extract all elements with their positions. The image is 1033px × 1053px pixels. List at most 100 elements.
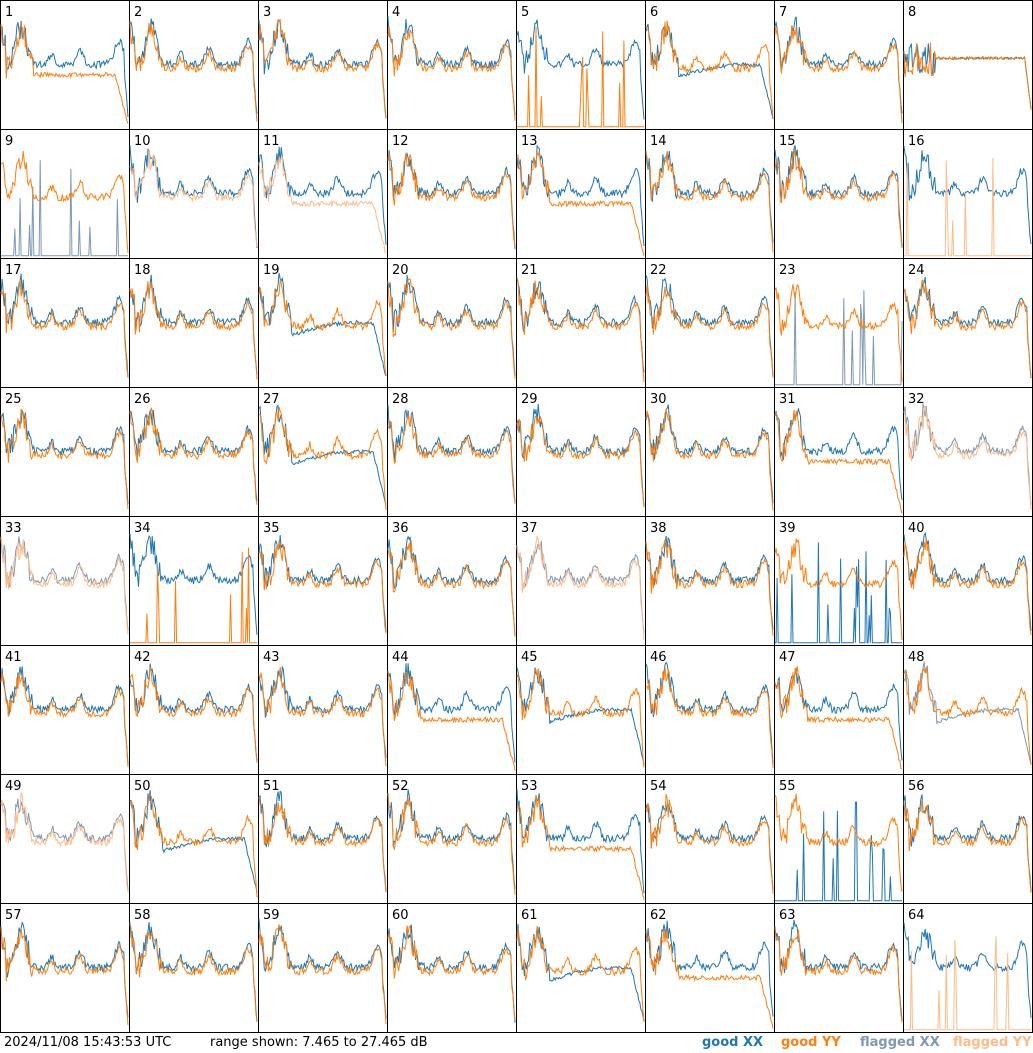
panel-50: 50 <box>129 774 259 904</box>
panel-31: 31 <box>774 387 904 517</box>
series-yy-good <box>774 538 903 640</box>
series-yy-good <box>645 666 774 769</box>
panel-2: 2 <box>129 0 259 130</box>
series-yy-good <box>774 25 903 124</box>
panel-label: 29 <box>521 392 538 407</box>
series-yy-flagged <box>129 149 258 247</box>
series-yy-good <box>258 796 387 892</box>
panel-label: 50 <box>134 779 151 794</box>
panel-54: 54 <box>645 774 775 904</box>
panel-label: 12 <box>392 134 409 149</box>
panel-label: 55 <box>779 779 796 794</box>
panel-34: 34 <box>129 516 259 646</box>
panel-label: 24 <box>908 263 925 278</box>
series-xx-good <box>258 404 387 505</box>
series-yy-good <box>0 408 129 510</box>
panel-label: 8 <box>908 5 916 20</box>
panel-label: 31 <box>779 392 796 407</box>
panel-36: 36 <box>387 516 517 646</box>
series-yy-good <box>645 151 774 253</box>
panel-label: 13 <box>521 134 538 149</box>
panel-label: 49 <box>5 779 22 794</box>
series-yy-good <box>387 26 516 121</box>
series-yy-good <box>387 793 516 895</box>
series-yy-good <box>129 666 258 763</box>
panel-label: 38 <box>650 521 667 536</box>
series-yy-good <box>645 284 774 378</box>
series-yy-good <box>129 922 258 1021</box>
legend-good-yy: good YY <box>781 1035 841 1050</box>
series-xx-good <box>0 409 129 504</box>
series-yy-good <box>903 800 1032 893</box>
series-yy-good <box>774 148 903 249</box>
series-yy-good <box>903 666 1032 766</box>
legend-flagged-xx: flagged XX <box>860 1035 940 1050</box>
series-xx-good <box>774 145 903 248</box>
series-xx-good <box>516 923 645 1022</box>
series-yy-good <box>387 413 516 504</box>
panel-63: 63 <box>774 903 904 1033</box>
series-xx-good <box>0 921 129 1018</box>
panel-frame <box>387 903 517 1033</box>
panel-47: 47 <box>774 645 904 775</box>
panel-label: 43 <box>263 650 280 665</box>
panel-label: 7 <box>779 5 787 20</box>
panel-label: 21 <box>521 263 538 278</box>
series-yy-good <box>516 150 645 256</box>
panel-label: 33 <box>5 521 22 536</box>
series-yy-good <box>387 152 516 246</box>
panel-label: 1 <box>5 5 13 20</box>
panel-label: 35 <box>263 521 280 536</box>
range-text: range shown: 7.465 to 27.465 dB <box>210 1035 428 1050</box>
panel-39: 39 <box>774 516 904 646</box>
panel-6: 6 <box>645 0 775 130</box>
series-yy-good <box>645 928 774 1029</box>
panel-label: 2 <box>134 5 142 20</box>
panel-label: 3 <box>263 5 271 20</box>
panel-label: 11 <box>263 134 280 149</box>
legend-good-xx: good XX <box>702 1035 764 1050</box>
series-xx-good <box>645 404 774 504</box>
panel-frame <box>903 0 1033 130</box>
series-xx-good <box>129 409 258 501</box>
panel-label: 44 <box>392 650 409 665</box>
series-yy-good <box>645 793 774 894</box>
panel-17: 17 <box>0 258 130 388</box>
panel-4: 4 <box>387 0 517 130</box>
series-yy-good <box>774 283 903 382</box>
series-yy-good <box>130 547 257 644</box>
panel-label: 48 <box>908 650 925 665</box>
panel-label: 59 <box>263 908 280 923</box>
series-yy-good <box>516 795 645 900</box>
panel-label: 19 <box>263 263 280 278</box>
panel-21: 21 <box>516 258 646 388</box>
panel-23: 23 <box>774 258 904 388</box>
panel-label: 42 <box>134 650 151 665</box>
panel-24: 24 <box>903 258 1033 388</box>
series-yy-good <box>774 927 903 1023</box>
panel-label: 60 <box>392 908 409 923</box>
panel-label: 30 <box>650 392 667 407</box>
panel-label: 41 <box>5 650 22 665</box>
panel-label: 46 <box>650 650 667 665</box>
timestamp: 2024/11/08 15:43:53 UTC <box>4 1035 172 1050</box>
series-yy-good <box>516 668 645 768</box>
series-yy-good <box>258 279 387 376</box>
series-yy-good <box>258 406 387 510</box>
panel-label: 4 <box>392 5 400 20</box>
panel-label: 17 <box>5 263 22 278</box>
panel-label: 45 <box>521 650 538 665</box>
panel-label: 22 <box>650 263 667 278</box>
panel-label: 64 <box>908 908 925 923</box>
series-yy-good <box>645 408 774 511</box>
series-yy-good <box>258 924 387 1025</box>
series-xx-good <box>775 801 902 902</box>
series-yy-good <box>258 18 387 118</box>
series-xx-good <box>387 274 516 376</box>
panel-37: 37 <box>516 516 646 646</box>
panel-label: 25 <box>5 392 22 407</box>
series-xx-good <box>903 145 1032 245</box>
panel-frame <box>774 516 904 646</box>
panel-label: 18 <box>134 263 151 278</box>
panel-label: 23 <box>779 263 796 278</box>
